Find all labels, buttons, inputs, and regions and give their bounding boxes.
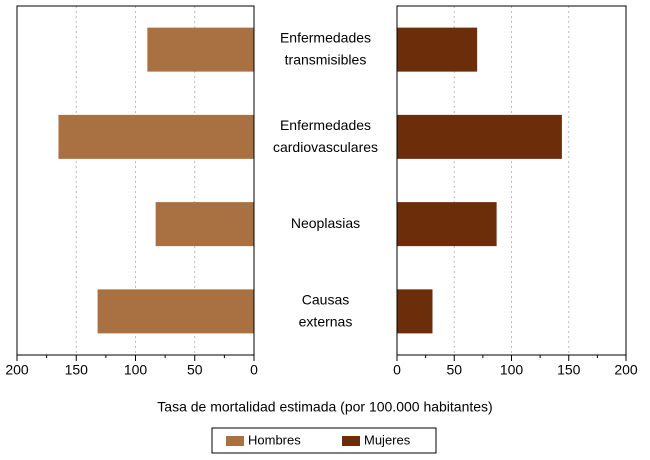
legend-label: Mujeres [364, 432, 411, 447]
bar [155, 202, 254, 247]
x-tick-label: 200 [5, 362, 29, 378]
x-tick-label: 0 [250, 362, 258, 378]
x-tick-label: 50 [187, 362, 203, 378]
legend-swatch [226, 436, 244, 446]
legend-label: Hombres [248, 432, 301, 447]
category-label: Enfermedades cardiovasculares [273, 117, 378, 155]
category-label: Neoplasias [291, 215, 360, 231]
legend-swatch [342, 436, 360, 446]
bar [147, 27, 254, 72]
category-label: Enfermedades transmisibles [280, 29, 371, 67]
x-axis-label: Tasa de mortalidad estimada (por 100.000… [157, 399, 492, 415]
bar [397, 202, 497, 247]
bar [397, 114, 562, 159]
x-tick-label: 50 [446, 362, 462, 378]
x-tick-label: 0 [393, 362, 401, 378]
x-tick-label: 100 [500, 362, 524, 378]
bar [97, 289, 254, 334]
bar [397, 27, 478, 72]
x-tick-label: 150 [557, 362, 581, 378]
category-label: Causas externas [299, 291, 353, 329]
x-tick-label: 100 [124, 362, 148, 378]
bar [58, 114, 254, 159]
bar [397, 289, 433, 334]
x-tick-label: 150 [65, 362, 89, 378]
legend-box [211, 427, 437, 454]
x-tick-label: 200 [614, 362, 638, 378]
